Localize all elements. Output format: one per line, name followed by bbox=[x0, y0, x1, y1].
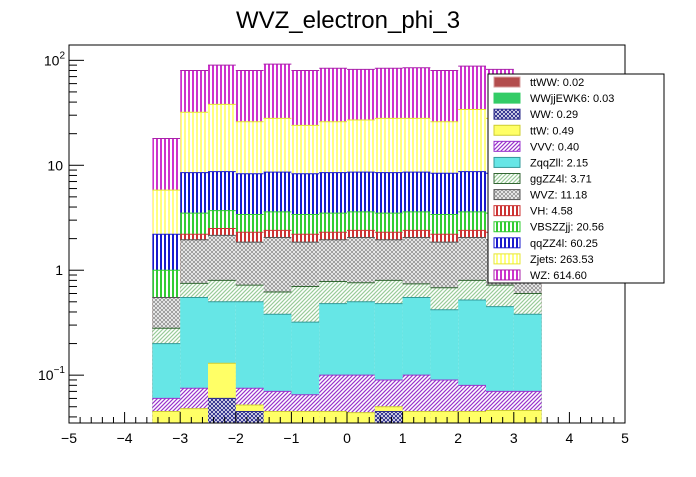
y-tick-label: 10−1 bbox=[38, 365, 65, 383]
bar-ttW-bin-7 bbox=[347, 412, 375, 423]
legend-entry-WW: WW: 0.29 bbox=[493, 108, 578, 121]
y-tick-label: 102 bbox=[44, 50, 66, 68]
bar-ttW-bin-0 bbox=[152, 411, 181, 423]
legend-entry-ZqqZll: ZqqZll: 2.15 bbox=[493, 156, 588, 169]
bar-ttW-bin-4 bbox=[263, 411, 292, 423]
series-WW bbox=[208, 397, 403, 423]
x-tick-label: 3 bbox=[510, 430, 518, 446]
legend-swatch bbox=[493, 221, 521, 233]
legend-label: ggZZ4l: 3.71 bbox=[530, 174, 592, 186]
outline-WW bbox=[208, 397, 403, 413]
legend-label: ttWW: 0.02 bbox=[530, 77, 584, 89]
legend-entry-VH: VH: 4.58 bbox=[493, 205, 573, 218]
legend-swatch bbox=[493, 108, 521, 120]
x-tick-label: 5 bbox=[621, 430, 629, 446]
legend-entry-WWjjEWK6: WWjjEWK6: 0.03 bbox=[493, 92, 614, 105]
x-tick-label: 2 bbox=[454, 430, 462, 446]
legend-entry-VVV: VVV: 0.40 bbox=[493, 140, 579, 153]
legend-swatch bbox=[493, 92, 521, 104]
legend-entry-ttWW: ttWW: 0.02 bbox=[493, 76, 584, 89]
x-tick-label: 0 bbox=[343, 430, 351, 446]
y-tick-label: 10 bbox=[47, 157, 63, 173]
bar-ttW-bin-13 bbox=[513, 410, 542, 423]
bar-ttW-bin-12 bbox=[486, 410, 514, 423]
outline-ttW bbox=[152, 362, 542, 414]
legend-swatch bbox=[493, 205, 521, 217]
chart-title: WVZ_electron_phi_3 bbox=[236, 7, 460, 34]
x-tick-label: −5 bbox=[61, 430, 77, 446]
legend-swatch bbox=[493, 173, 521, 184]
legend-label: ttW: 0.49 bbox=[530, 125, 574, 137]
legend-label: WWjjEWK6: 0.03 bbox=[530, 93, 614, 105]
bar-WW-bin-2 bbox=[208, 398, 236, 423]
bar-WW-bin-8 bbox=[374, 411, 403, 423]
legend-swatch bbox=[493, 140, 521, 152]
bar-ttW-bin-6 bbox=[319, 411, 347, 423]
bar-ttW-bin-1 bbox=[180, 408, 208, 423]
legend-entry-WVZ: WVZ: 11.18 bbox=[493, 189, 587, 202]
outline-VVV bbox=[152, 374, 542, 399]
legend-label: WW: 0.29 bbox=[530, 109, 578, 121]
histogram-bars bbox=[152, 63, 542, 424]
legend-label: VBSZZjj: 20.56 bbox=[530, 222, 604, 234]
outline-WZ bbox=[152, 63, 542, 139]
outline-ZqqZll bbox=[152, 296, 542, 345]
legend-entry-Zjets: Zjets: 263.53 bbox=[493, 253, 594, 266]
legend-swatch bbox=[493, 124, 521, 136]
legend-swatch bbox=[493, 269, 521, 281]
outline-ggZZ4l bbox=[152, 279, 542, 329]
legend-label: ZqqZll: 2.15 bbox=[530, 157, 588, 169]
legend-label: qqZZ4l: 60.25 bbox=[530, 238, 598, 250]
legend: ttWW: 0.02 WWjjEWK6: 0.03 WW: 0.29 ttW: 0.4… bbox=[487, 73, 665, 284]
bar-ttW-bin-9 bbox=[402, 411, 431, 423]
bar-WW-bin-3 bbox=[235, 411, 264, 423]
legend-swatch bbox=[493, 189, 521, 201]
legend-label: WZ: 614.60 bbox=[530, 270, 587, 282]
legend-entry-VBSZZjj: VBSZZjj: 20.56 bbox=[493, 221, 604, 234]
legend-swatch bbox=[493, 156, 521, 168]
x-tick-label: −4 bbox=[117, 430, 133, 446]
legend-label: VH: 4.58 bbox=[530, 206, 573, 218]
legend-swatch bbox=[493, 237, 521, 249]
legend-entry-ttW: ttW: 0.49 bbox=[493, 124, 574, 137]
axes: −5 −4 −3 −2 −1 0 1 2 3 4 5 10−1 1 10 102 bbox=[38, 50, 629, 446]
legend-entry-ggZZ4l: ggZZ4l: 3.71 bbox=[493, 173, 592, 186]
legend-entry-WZ: WZ: 614.60 bbox=[493, 269, 587, 282]
x-tick-label: −1 bbox=[283, 430, 299, 446]
legend-label: VVV: 0.40 bbox=[530, 141, 579, 153]
x-tick-label: 4 bbox=[566, 430, 574, 446]
legend-swatch bbox=[493, 253, 521, 265]
bar-ttW-bin-11 bbox=[458, 411, 486, 423]
legend-label: Zjets: 263.53 bbox=[530, 254, 594, 266]
x-tick-label: 1 bbox=[399, 430, 407, 446]
legend-swatch bbox=[493, 76, 521, 88]
y-tick-label: 1 bbox=[55, 262, 63, 278]
legend-entry-qqZZ4l: qqZZ4l: 60.25 bbox=[493, 237, 598, 250]
bar-ttW-bin-5 bbox=[291, 411, 320, 423]
legend-label: WVZ: 11.18 bbox=[530, 190, 587, 202]
bar-ttW-bin-10 bbox=[430, 411, 459, 423]
x-tick-label: −3 bbox=[172, 430, 188, 446]
x-tick-label: −2 bbox=[228, 430, 244, 446]
